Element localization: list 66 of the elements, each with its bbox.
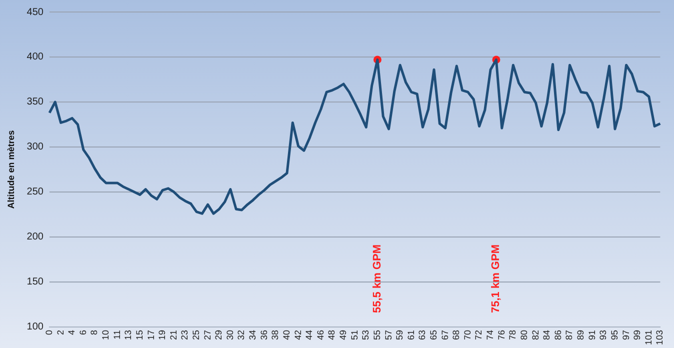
x-tick-label: 65 (428, 330, 438, 340)
x-tick-label: 48 (326, 330, 337, 340)
x-tick-label: 42 (292, 330, 303, 340)
x-tick-label: 84 (542, 330, 552, 340)
x-tick-label: 97 (620, 330, 631, 340)
x-tick-label: 80 (518, 330, 529, 340)
x-tick-label: 29 (214, 330, 224, 340)
x-tick-label: 68 (451, 330, 462, 340)
x-tick-label: 61 (406, 330, 416, 340)
x-tick-label: 46 (315, 330, 326, 340)
x-tick-label: 17 (146, 330, 156, 340)
x-tick-label: 25 (190, 330, 201, 340)
x-tick-label: 11 (112, 330, 122, 340)
y-tick-label: 150 (26, 276, 44, 288)
x-tick-label: 2 (55, 330, 66, 335)
x-tick-label: 13 (123, 330, 134, 340)
x-tick-label: 49 (338, 330, 348, 340)
x-tick-label: 76 (496, 330, 506, 340)
x-tick-label: 103 (654, 330, 665, 346)
annotation: 55,5 km GPM (371, 244, 384, 313)
y-axis-title: Altitude en mètres (6, 130, 16, 209)
x-tick-label: 38 (270, 330, 280, 340)
x-tick-label: 87 (564, 330, 574, 340)
x-tick-label: 40 (281, 330, 292, 340)
x-tick-label: 59 (394, 330, 405, 340)
x-tick-label: 99 (632, 330, 642, 340)
x-tick-label: 36 (258, 330, 269, 340)
y-tick-label: 200 (26, 232, 44, 243)
x-tick-label: 0 (44, 330, 54, 335)
x-tick-label: 44 (304, 330, 314, 340)
x-tick-label: 53 (360, 330, 371, 340)
x-tick-label: 30 (224, 330, 235, 340)
y-tick-label: 350 (26, 96, 44, 108)
x-tick-label: 34 (248, 330, 258, 340)
x-tick-label: 23 (180, 330, 190, 340)
x-tick-label: 19 (157, 330, 168, 340)
x-tick-label: 4 (66, 330, 77, 335)
x-tick-label: 93 (598, 330, 608, 340)
x-tick-label: 32 (236, 330, 246, 340)
y-tick-label: 250 (26, 186, 44, 198)
x-tick-label: 8 (89, 330, 100, 335)
x-tick-label: 101 (643, 330, 654, 346)
x-tick-label: 74 (485, 330, 496, 340)
y-tick-label: 300 (26, 142, 44, 153)
x-tick-label: 82 (530, 330, 540, 340)
x-tick-label: 57 (383, 330, 394, 340)
x-tick-label: 10 (100, 330, 111, 340)
x-tick-label: 15 (134, 330, 144, 340)
y-tick-label: 100 (26, 322, 44, 333)
x-tick-label: 6 (78, 330, 88, 335)
x-tick-label: 21 (168, 330, 178, 340)
x-tick-label: 78 (508, 330, 518, 340)
x-tick-label: 51 (349, 330, 360, 340)
x-tick-label: 86 (552, 330, 563, 340)
x-tick-label: 63 (417, 330, 428, 340)
x-tick-label: 70 (462, 330, 472, 340)
y-tick-label: 450 (26, 6, 44, 18)
y-tick-label: 400 (26, 52, 44, 63)
x-tick-label: 67 (440, 330, 450, 340)
x-tick-label: 91 (586, 330, 597, 340)
x-tick-label: 89 (576, 330, 586, 340)
x-tick-label: 72 (474, 330, 484, 340)
x-tick-label: 95 (609, 330, 620, 340)
x-tick-label: 55 (372, 330, 382, 340)
x-tick-label: 27 (202, 330, 212, 340)
annotation: 75,1 km GPM (490, 244, 502, 313)
